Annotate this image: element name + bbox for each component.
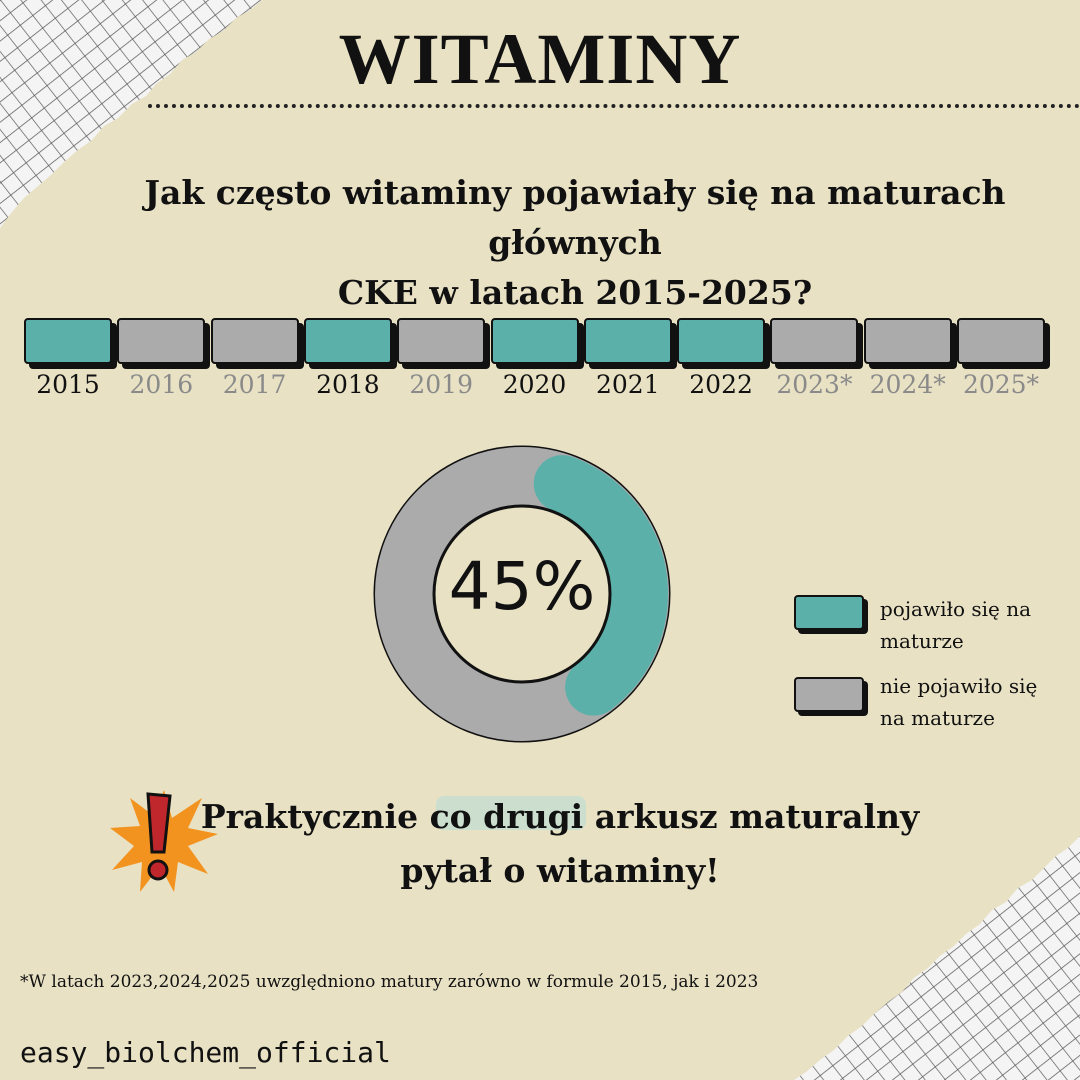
legend-label-pojawilo: pojawiło się na maturze [880,593,1060,657]
legend-label-line: maturze [880,629,964,653]
legend-label-line: pojawiło się na [880,597,1032,621]
conclusion-highlighted-phrase: co drugi [429,797,584,836]
year-box-2016 [117,318,206,364]
year-box-2018 [303,318,392,364]
year-box-2015 [24,318,112,364]
question-line-1: Jak często witaminy pojawiały się na mat… [144,173,1006,262]
dotted-divider [148,104,1080,108]
year-label-2023: 2023* [776,370,853,399]
exclamation-burst-icon [110,790,218,892]
account-handle: easy_biolchem_official [20,1036,391,1069]
conclusion-line-2: pytał o witaminy! [400,851,720,890]
conclusion-line-1: Praktycznie co drugi arkusz maturalny [200,790,920,844]
grid-paper-corner-bottom-right [794,836,1080,1080]
year-label-2018: 2018 [316,370,380,399]
donut-inner-edge [432,504,612,684]
conclusion-part: arkusz maturalny [583,797,920,836]
year-label-2016: 2016 [129,370,194,399]
conclusion-part: Praktycznie [200,797,430,836]
year-label-2015: 2015 [36,370,100,399]
year-box-2022 [677,318,766,364]
legend-swatch-pojawilo [794,595,864,630]
donut-slice-pojawilo [376,448,668,740]
legend-label-line: na maturze [880,706,995,730]
year-label-2024: 2024* [869,370,946,399]
donut-chart [373,445,671,743]
donut-center-percentage: 45% [448,548,596,625]
question-heading: Jak często witaminy pojawiały się na mat… [80,168,1070,318]
year-box-2023 [770,318,859,364]
year-box-2024 [863,318,952,364]
legend-label-nie-pojawilo: nie pojawiło się na maturze [880,670,1060,734]
year-label-2017: 2017 [222,370,287,399]
year-label-2020: 2020 [502,370,567,399]
conclusion-text: Praktycznie co drugi arkusz maturalny py… [200,790,920,898]
legend-swatch-nie-pojawilo [794,677,864,712]
year-box-2019 [397,318,486,364]
year-box-2017 [210,318,299,364]
year-timeline: 2015 2016 2017 2018 2019 2020 2021 2022 2023* 202… [24,318,1058,408]
page-title: WITAMINY [338,19,742,99]
grid-paper-corner-top-left [0,0,262,228]
year-box-2020 [490,318,579,364]
question-line-2: CKE w latach 2015-2025? [337,273,813,312]
text-highlight-marker [436,796,586,830]
year-label-2025: 2025* [962,370,1040,399]
year-label-2022: 2022 [689,370,753,399]
footnote: *W latach 2023,2024,2025 uwzględniono ma… [20,972,759,992]
year-label-2019: 2019 [409,370,473,399]
year-box-2021 [583,318,672,364]
legend-label-line: nie pojawiło się [880,674,1038,698]
year-box-2025 [957,318,1045,364]
year-label-2021: 2021 [595,370,660,399]
